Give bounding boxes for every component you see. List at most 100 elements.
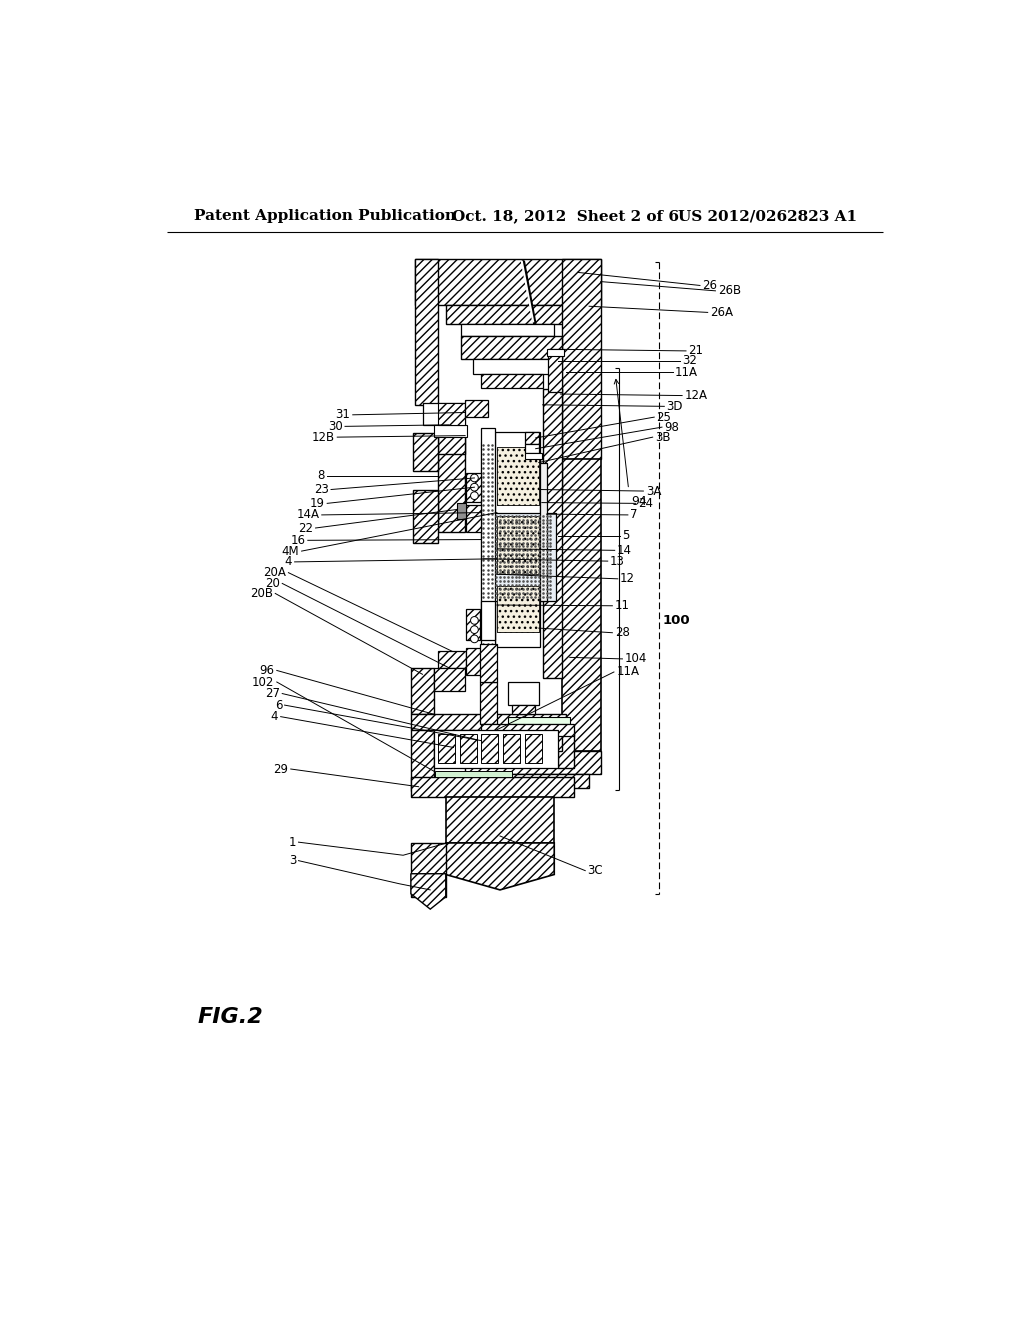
Text: 94: 94 [631,495,647,508]
Text: 4: 4 [285,556,292,569]
Text: 3A: 3A [646,484,662,498]
Bar [461,323,554,335]
Text: 24: 24 [638,496,653,510]
Bar [473,359,550,374]
Bar [494,512,556,601]
Bar [466,648,481,675]
Bar [496,432,541,647]
Circle shape [471,616,478,624]
Bar [460,734,477,763]
Bar [562,259,601,459]
Text: 12: 12 [621,573,635,585]
Bar [434,668,465,692]
Bar [480,644,497,682]
Text: 11A: 11A [675,366,698,379]
Bar [497,586,539,632]
Text: 25: 25 [656,411,672,424]
Bar [411,668,434,714]
Bar [524,734,542,763]
Circle shape [471,626,478,634]
Text: 3: 3 [289,854,296,867]
Text: 29: 29 [273,763,289,776]
Bar [438,651,466,668]
Text: 22: 22 [298,521,313,535]
Circle shape [471,474,478,482]
Polygon shape [411,874,445,909]
Bar [512,705,535,714]
Bar [445,797,554,843]
Bar [524,432,539,444]
Bar [497,586,539,632]
Bar [434,730,558,768]
Text: 23: 23 [313,483,329,496]
Text: 26A: 26A [710,306,733,319]
Text: 102: 102 [252,676,274,689]
Bar [466,506,481,532]
Bar [497,447,539,506]
Bar [541,462,547,601]
Bar [508,717,569,725]
Bar [423,404,465,425]
Text: 104: 104 [625,652,647,665]
Text: 100: 100 [663,614,690,627]
Bar [503,734,520,763]
Bar [411,843,445,896]
Text: 3B: 3B [655,430,671,444]
Text: 4: 4 [271,710,279,723]
Bar [497,516,539,574]
Text: 5: 5 [623,529,630,543]
Bar [524,453,542,459]
Text: Oct. 18, 2012  Sheet 2 of 6: Oct. 18, 2012 Sheet 2 of 6 [452,209,679,223]
Text: 12A: 12A [684,389,708,403]
Bar [480,682,497,725]
Bar [508,682,539,705]
Text: 16: 16 [291,533,305,546]
Text: FIG.2: FIG.2 [198,1007,263,1027]
Bar [524,444,539,453]
Text: 20A: 20A [263,566,286,579]
Bar [466,473,481,502]
Text: 4M: 4M [282,545,299,557]
Circle shape [471,635,478,643]
Text: 1: 1 [289,836,296,849]
Bar [461,335,562,359]
Bar [438,404,465,425]
Text: 3C: 3C [588,865,603,878]
Bar [481,442,496,659]
Text: 11: 11 [614,599,630,612]
Bar [497,447,539,506]
Polygon shape [445,843,554,890]
Bar [466,609,480,640]
Text: 12B: 12B [311,430,335,444]
Bar [434,425,467,437]
Text: 30: 30 [328,420,343,433]
Bar [411,714,566,730]
Bar [415,259,601,305]
Bar [558,730,573,768]
Bar [415,259,438,405]
Text: 19: 19 [310,496,325,510]
Bar [435,771,512,777]
Bar [465,751,601,775]
Text: 20B: 20B [250,587,273,601]
Bar [457,503,466,519]
Text: 13: 13 [610,554,625,568]
Text: Patent Application Publication: Patent Application Publication [194,209,456,223]
Bar [438,432,465,532]
Bar [414,433,438,471]
Bar [539,721,562,751]
Bar [477,775,589,788]
Text: 3D: 3D [667,400,683,413]
Text: 96: 96 [259,664,274,677]
Bar [497,516,539,574]
Bar [481,428,496,659]
Text: 98: 98 [665,421,679,434]
Text: 11A: 11A [616,665,639,678]
Text: 20: 20 [265,577,280,590]
Circle shape [471,483,478,491]
Text: 14A: 14A [296,508,319,521]
Bar [547,350,563,355]
Text: 6: 6 [274,698,283,711]
Bar [562,459,601,751]
Bar [438,734,455,763]
